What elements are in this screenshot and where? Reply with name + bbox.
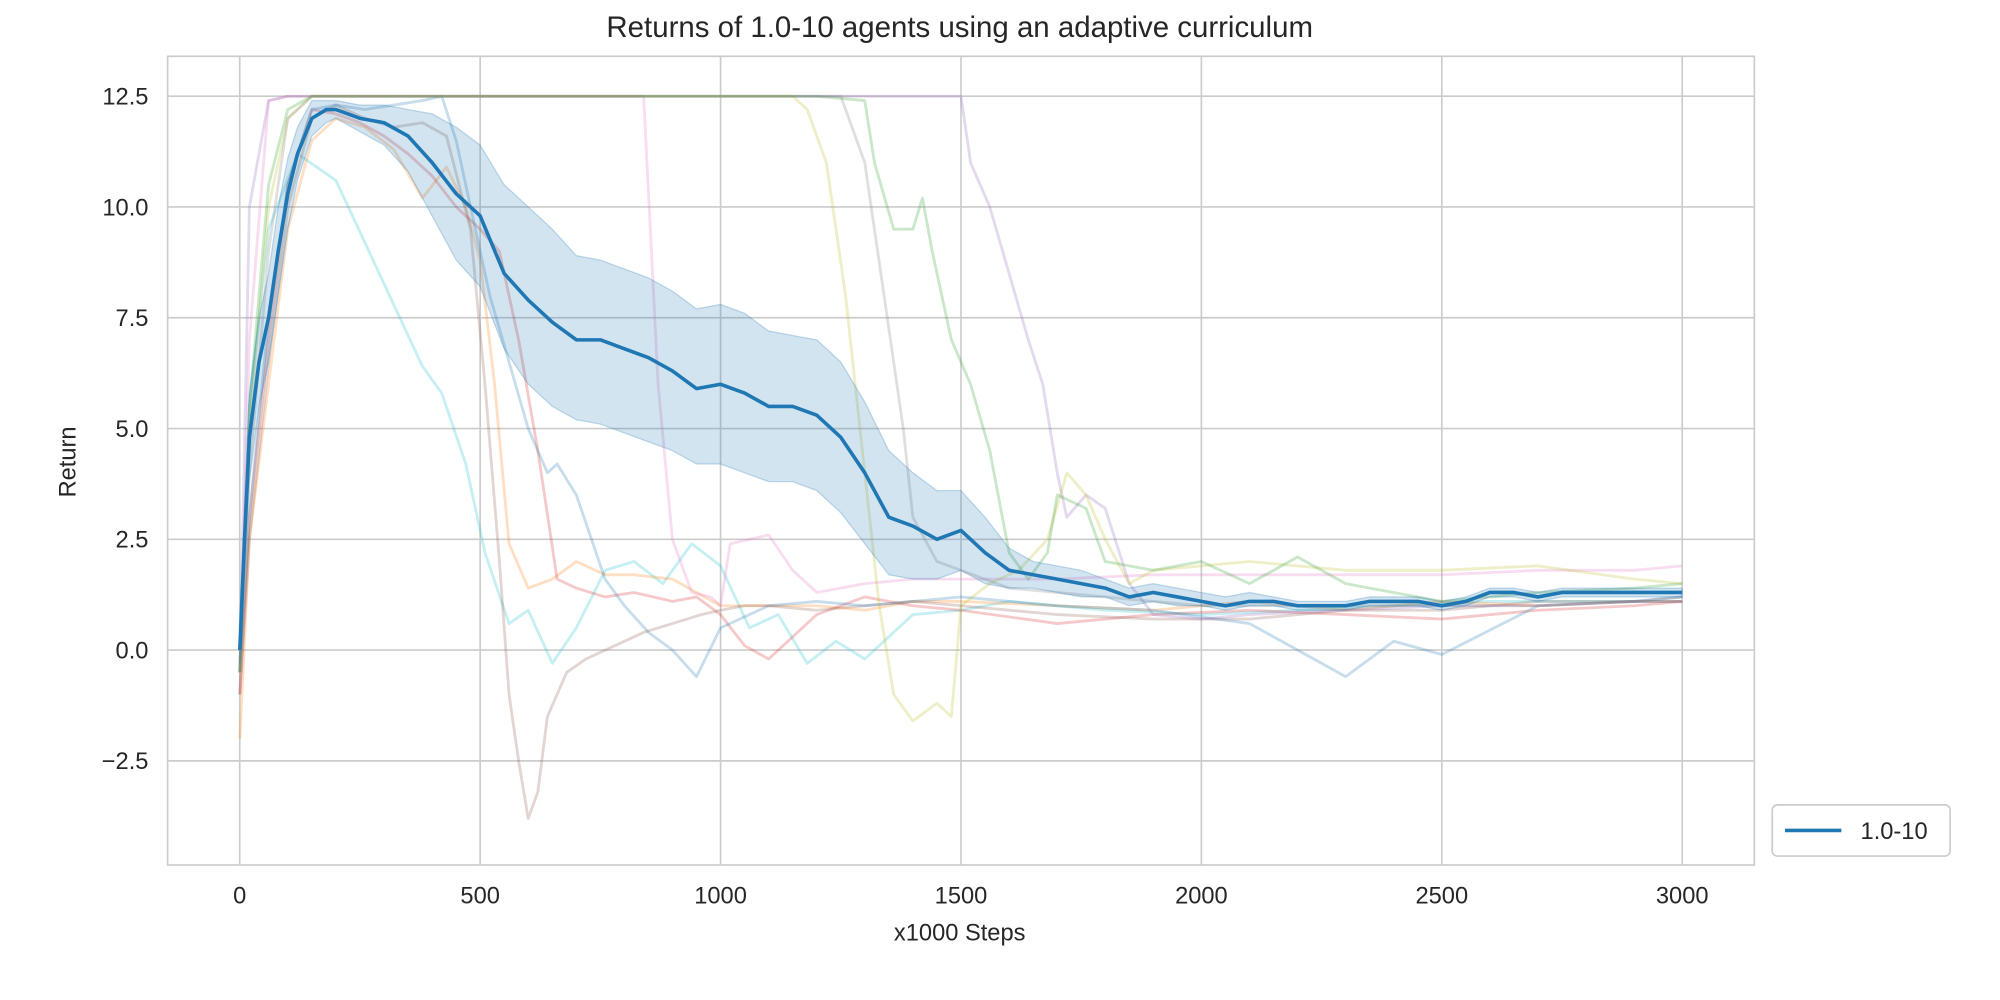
y-axis-ticks: −2.5 0.0 2.5 5.0 7.5 10.0 12.5 <box>102 85 149 776</box>
x-tick-label: 1500 <box>935 883 988 909</box>
mean-line <box>238 107 1683 651</box>
y-tick-label: 12.5 <box>102 85 148 111</box>
agent-run-line <box>238 94 1683 679</box>
legend-label: 1.0-10 <box>1861 819 1928 845</box>
x-tick-label: 0 <box>233 883 246 909</box>
legend: 1.0-10 <box>1771 804 1951 857</box>
mean-series-line <box>238 107 1683 651</box>
chart-title: Returns of 1.0-10 agents using an adapti… <box>606 11 1313 44</box>
x-tick-label: 3000 <box>1656 883 1709 909</box>
agent-run-line <box>238 94 1683 723</box>
x-tick-label: 2000 <box>1175 883 1228 909</box>
mean-confidence-band <box>239 99 1683 664</box>
x-tick-label: 500 <box>460 883 499 909</box>
x-axis-label: x1000 Steps <box>894 921 1026 947</box>
agent-run-line <box>238 152 1683 673</box>
x-axis-ticks: 0 500 1000 1500 2000 2500 3000 <box>233 883 1708 909</box>
y-tick-label: 2.5 <box>116 528 149 554</box>
y-tick-label: 5.0 <box>116 417 149 443</box>
agent-run-line <box>238 94 1683 673</box>
legend-box <box>1771 804 1951 857</box>
agent-run-line <box>238 108 1683 695</box>
confidence-band <box>239 99 1683 664</box>
x-tick-label: 1000 <box>694 883 747 909</box>
y-tick-label: −2.5 <box>102 749 149 775</box>
agent-run-line <box>238 94 1683 673</box>
x-tick-label: 2500 <box>1415 883 1468 909</box>
y-tick-label: 10.0 <box>102 195 148 221</box>
agent-run-line <box>238 116 1683 739</box>
y-tick-label: 0.0 <box>116 638 149 664</box>
y-axis-label: Return <box>55 426 81 497</box>
y-tick-label: 7.5 <box>116 306 149 332</box>
agent-run-line <box>238 94 1683 673</box>
grid <box>167 56 1755 866</box>
